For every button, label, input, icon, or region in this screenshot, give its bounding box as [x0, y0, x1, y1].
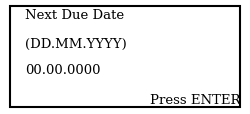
Text: Next Due Date: Next Due Date	[25, 9, 124, 22]
Text: (DD.MM.YYYY): (DD.MM.YYYY)	[25, 38, 127, 51]
Text: 00.00.0000: 00.00.0000	[25, 64, 101, 77]
Text: Press ENTER: Press ENTER	[150, 93, 240, 106]
Bar	[10, 7, 240, 107]
